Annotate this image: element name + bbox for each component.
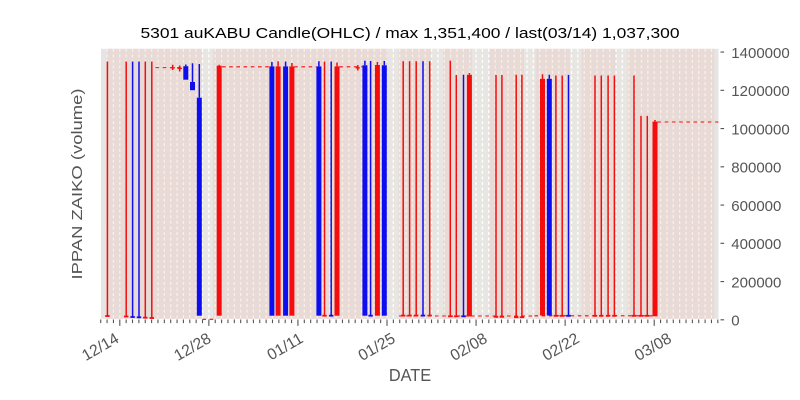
svg-text:IPPAN ZAIKO (volume): IPPAN ZAIKO (volume): [69, 89, 86, 280]
svg-text:1000000: 1000000: [731, 121, 789, 138]
svg-text:800000: 800000: [731, 160, 781, 177]
svg-text:1200000: 1200000: [731, 83, 789, 100]
svg-text:0: 0: [731, 313, 739, 330]
svg-text:400000: 400000: [731, 236, 781, 253]
svg-text:200000: 200000: [731, 274, 781, 291]
svg-text:600000: 600000: [731, 198, 781, 215]
svg-text:5301 auKABU Candle(OHLC) / max: 5301 auKABU Candle(OHLC) / max 1,351,400…: [141, 26, 680, 42]
svg-text:DATE: DATE: [389, 365, 431, 385]
svg-text:1400000: 1400000: [731, 45, 789, 62]
